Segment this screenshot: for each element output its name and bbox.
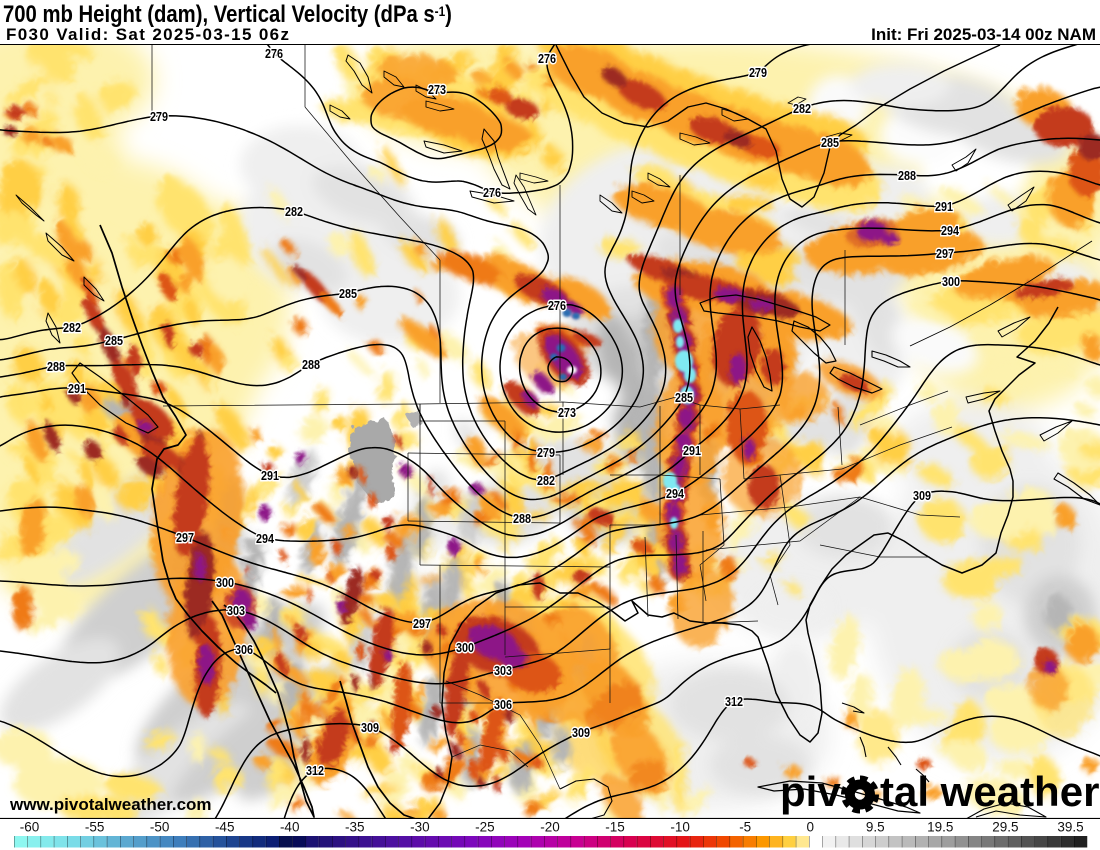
svg-text:297: 297 bbox=[413, 616, 431, 631]
svg-text:29.5: 29.5 bbox=[992, 820, 1018, 835]
svg-text:tal weather: tal weather bbox=[880, 768, 1099, 815]
svg-text:291: 291 bbox=[683, 443, 701, 458]
svg-text:291: 291 bbox=[261, 468, 279, 483]
svg-text:303: 303 bbox=[494, 663, 512, 678]
svg-text:297: 297 bbox=[176, 530, 194, 545]
svg-text:312: 312 bbox=[725, 694, 743, 709]
svg-text:-25: -25 bbox=[475, 820, 495, 835]
svg-text:piv: piv bbox=[780, 768, 841, 815]
svg-text:273: 273 bbox=[558, 405, 576, 420]
svg-text:294: 294 bbox=[666, 486, 685, 501]
svg-text:39.5: 39.5 bbox=[1057, 820, 1083, 835]
svg-text:-15: -15 bbox=[605, 820, 625, 835]
svg-text:279: 279 bbox=[537, 445, 555, 460]
svg-text:306: 306 bbox=[494, 697, 512, 712]
svg-text:-45: -45 bbox=[215, 820, 235, 835]
svg-text:276: 276 bbox=[548, 298, 566, 313]
svg-text:-40: -40 bbox=[280, 820, 300, 835]
svg-text:-35: -35 bbox=[345, 820, 365, 835]
svg-text:294: 294 bbox=[256, 531, 275, 546]
svg-text:-60: -60 bbox=[20, 820, 40, 835]
svg-text:303: 303 bbox=[227, 603, 245, 618]
svg-text:285: 285 bbox=[821, 135, 839, 150]
svg-text:276: 276 bbox=[483, 185, 501, 200]
svg-text:297: 297 bbox=[936, 246, 954, 261]
svg-text:288: 288 bbox=[513, 511, 531, 526]
svg-text:300: 300 bbox=[216, 575, 234, 590]
svg-text:288: 288 bbox=[898, 168, 916, 183]
svg-text:309: 309 bbox=[913, 488, 931, 503]
svg-text:282: 282 bbox=[793, 101, 811, 116]
svg-text:294: 294 bbox=[941, 223, 960, 238]
svg-text:19.5: 19.5 bbox=[927, 820, 953, 835]
svg-text:-20: -20 bbox=[540, 820, 560, 835]
svg-text:285: 285 bbox=[105, 333, 123, 348]
svg-text:282: 282 bbox=[537, 473, 555, 488]
svg-text:285: 285 bbox=[339, 286, 357, 301]
svg-text:276: 276 bbox=[265, 46, 283, 61]
svg-text:-10: -10 bbox=[670, 820, 690, 835]
svg-text:276: 276 bbox=[538, 51, 556, 66]
svg-text:300: 300 bbox=[942, 274, 960, 289]
svg-text:309: 309 bbox=[572, 725, 590, 740]
svg-text:-5: -5 bbox=[739, 820, 751, 835]
svg-text:291: 291 bbox=[68, 381, 86, 396]
svg-text:-30: -30 bbox=[410, 820, 430, 835]
svg-text:309: 309 bbox=[361, 720, 379, 735]
svg-text:288: 288 bbox=[302, 357, 320, 372]
svg-text:291: 291 bbox=[935, 199, 953, 214]
svg-text:0: 0 bbox=[806, 820, 814, 835]
svg-text:300: 300 bbox=[456, 640, 474, 655]
svg-text:279: 279 bbox=[749, 65, 767, 80]
svg-text:279: 279 bbox=[150, 109, 168, 124]
svg-text:-50: -50 bbox=[150, 820, 170, 835]
svg-text:306: 306 bbox=[235, 642, 253, 657]
svg-text:9.5: 9.5 bbox=[866, 820, 885, 835]
svg-text:273: 273 bbox=[428, 82, 446, 97]
svg-text:285: 285 bbox=[675, 390, 693, 405]
svg-text:282: 282 bbox=[285, 204, 303, 219]
svg-text:282: 282 bbox=[63, 320, 81, 335]
svg-text:288: 288 bbox=[47, 359, 65, 374]
svg-text:-55: -55 bbox=[85, 820, 105, 835]
svg-text:312: 312 bbox=[306, 763, 324, 778]
